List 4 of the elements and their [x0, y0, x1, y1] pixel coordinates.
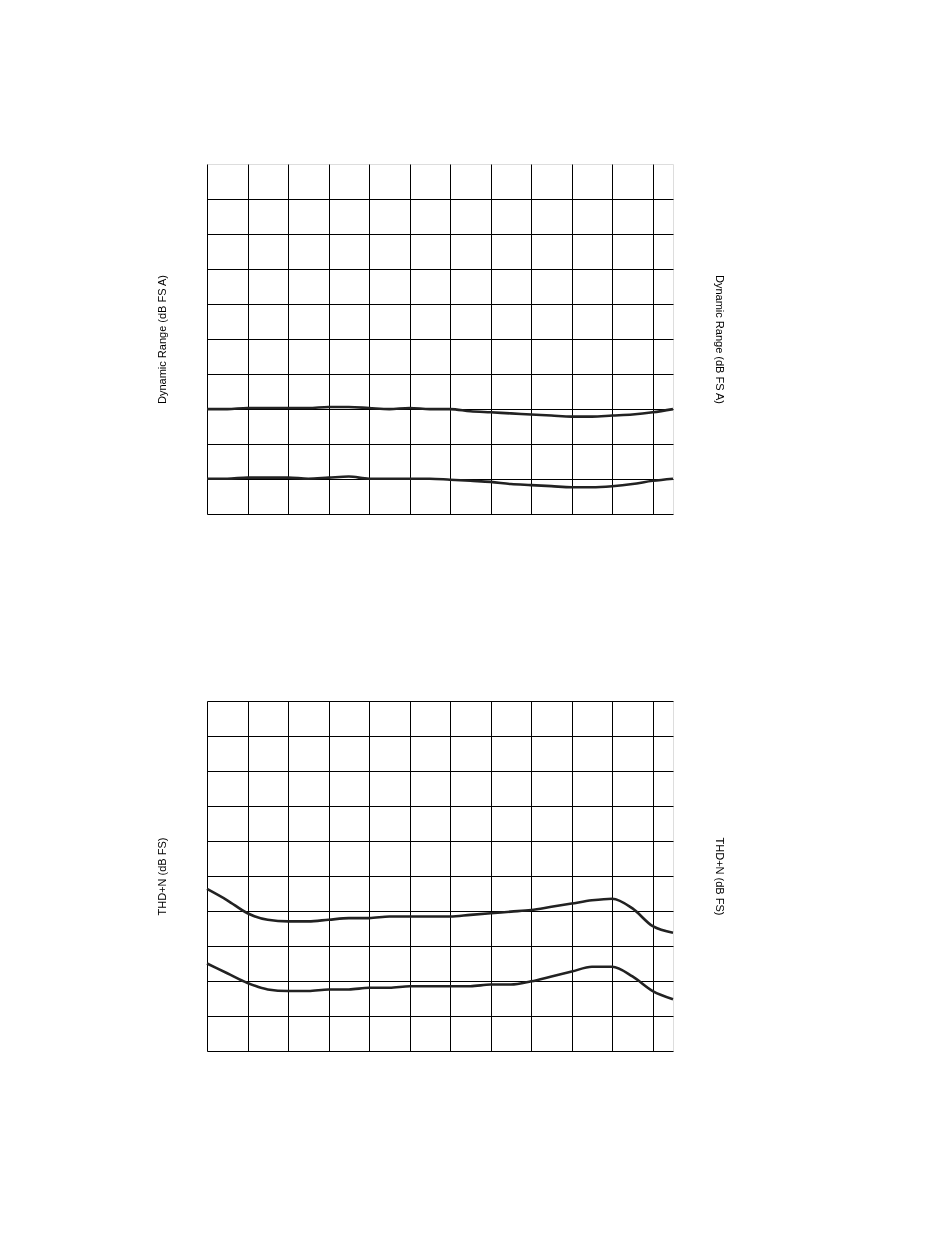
y-axis-title: Dynamic Range (dB FS A) [155, 275, 168, 404]
y2-axis-title: Dynamic Range (dB FS A) [713, 275, 726, 404]
y2-axis-title: THD+N (dB FS) [713, 837, 726, 916]
y-axis-title: THD+N (dB FS) [155, 837, 168, 916]
